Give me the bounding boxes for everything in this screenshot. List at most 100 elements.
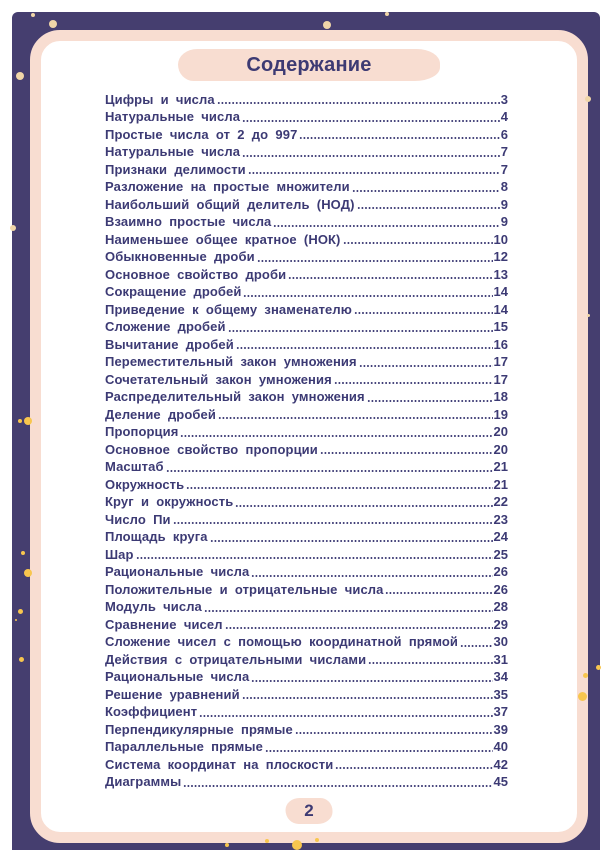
toc-leader-dots xyxy=(358,363,493,368)
toc-entry: Рациональные числа 34 xyxy=(105,668,508,686)
toc-entry-title: Наименьшее общее кратное (НОК) xyxy=(105,231,341,247)
star-dot xyxy=(21,551,25,555)
toc-entry-title: Окружность xyxy=(105,476,185,492)
toc-entry-title: Вычитание дробей xyxy=(105,336,234,352)
toc-entry-page: 28 xyxy=(493,599,508,614)
star-dot xyxy=(16,72,24,80)
toc-entry: Натуральные числа 4 xyxy=(105,108,508,126)
toc-leader-dots xyxy=(273,223,500,228)
toc-entry: Рациональные числа 26 xyxy=(105,563,508,581)
toc-entry: Число Пи 23 xyxy=(105,510,508,528)
star-dot xyxy=(323,21,331,29)
toc-entry: Взаимно простые числа 9 xyxy=(105,213,508,231)
star-dot xyxy=(18,609,23,614)
toc-leader-dots xyxy=(342,241,493,245)
toc-entry-title: Признаки делимости xyxy=(105,161,246,177)
toc-entry-page: 14 xyxy=(493,284,508,299)
toc-leader-dots xyxy=(209,538,493,543)
toc-entry: Распределительный закон умножения 18 xyxy=(105,388,508,406)
toc-leader-dots xyxy=(366,398,493,403)
star-dot xyxy=(24,417,32,425)
star-dot xyxy=(265,839,269,843)
toc-entry: Наибольший общий делитель (НОД) 9 xyxy=(105,195,508,213)
toc-entry-page: 39 xyxy=(493,721,508,737)
star-dot xyxy=(18,419,22,423)
toc-entry-page: 19 xyxy=(493,406,508,422)
toc-entry-page: 17 xyxy=(493,354,508,369)
toc-entry-title: Основное свойство пропорции xyxy=(105,441,318,457)
toc-entry-title: Простые числа от 2 до 997 xyxy=(105,126,298,142)
toc-entry: Масштаб 21 xyxy=(105,458,508,476)
star-dot xyxy=(292,840,302,850)
toc-entry: Сочетательный закон умножения 17 xyxy=(105,370,508,388)
toc-entry-title: Натуральные числа xyxy=(105,144,241,159)
toc-entry-page: 23 xyxy=(493,511,508,527)
toc-entry: Модуль числа 28 xyxy=(105,598,508,616)
toc-entry-page: 12 xyxy=(493,249,508,264)
toc-entry: Простые числа от 2 до 997 6 xyxy=(105,125,508,143)
toc-entry-title: Распределительный закон умножения xyxy=(105,389,365,404)
toc-entry-page: 13 xyxy=(493,266,508,282)
star-dot xyxy=(596,665,601,670)
toc-entry-page: 25 xyxy=(493,546,508,562)
toc-entry-page: 14 xyxy=(493,301,508,317)
toc-entry-page: 37 xyxy=(493,704,508,719)
toc-entry-page: 9 xyxy=(500,196,508,212)
page-title: Содержание xyxy=(246,53,372,76)
star-dot xyxy=(19,657,24,662)
star-dot xyxy=(31,13,35,17)
toc-leader-dots xyxy=(242,118,500,123)
toc-entry-title: Переместительный закон умножения xyxy=(105,354,357,369)
toc-entry-page: 7 xyxy=(500,161,508,177)
toc-leader-dots xyxy=(235,346,493,350)
toc-leader-dots xyxy=(351,188,500,193)
toc-leader-dots xyxy=(460,643,493,648)
toc-entry-title: Параллельные прямые xyxy=(105,739,263,754)
toc-leader-dots xyxy=(256,258,493,263)
toc-entry: Система координат на плоскости 42 xyxy=(105,755,508,773)
toc-entry: Действия с отрицательными числами 31 xyxy=(105,650,508,668)
toc-entry-title: Шар xyxy=(105,546,134,562)
toc-entry: Круг и окружность 22 xyxy=(105,493,508,511)
toc-entry-title: Деление дробей xyxy=(105,406,216,422)
toc-entry: Цифры и числа 3 xyxy=(105,90,508,108)
toc-entry-title: Пропорция xyxy=(105,424,179,439)
toc-entry-title: Сокращение дробей xyxy=(105,284,242,299)
toc-entry: Шар 25 xyxy=(105,545,508,563)
toc-leader-dots xyxy=(333,381,493,385)
toc-leader-dots xyxy=(385,591,493,595)
toc-leader-dots xyxy=(251,573,493,578)
toc-entry-page: 42 xyxy=(493,756,508,772)
toc-entry-page: 20 xyxy=(493,441,508,457)
star-dot xyxy=(583,673,588,678)
toc-entry-page: 4 xyxy=(500,109,508,124)
toc-leader-dots xyxy=(165,468,493,473)
toc-entry: Диаграммы 45 xyxy=(105,773,508,791)
toc-leader-dots xyxy=(368,661,493,665)
toc-leader-dots xyxy=(216,101,500,105)
toc-leader-dots xyxy=(294,731,493,735)
star-dot xyxy=(49,20,57,28)
toc-leader-dots xyxy=(241,696,493,700)
toc-entry-page: 26 xyxy=(493,564,508,579)
toc-leader-dots xyxy=(288,276,493,280)
toc-entry-title: Рациональные числа xyxy=(105,564,250,579)
star-dot xyxy=(315,838,319,842)
toc-leader-dots xyxy=(251,678,493,683)
toc-entry: Сложение чисел с помощью координатной пр… xyxy=(105,633,508,651)
toc-entry-page: 40 xyxy=(493,739,508,754)
toc-entry: Основное свойство пропорции 20 xyxy=(105,440,508,458)
toc-entry: Решение уравнений 35 xyxy=(105,685,508,703)
toc-entry-page: 10 xyxy=(493,231,508,247)
toc-entry-title: Перпендикулярные прямые xyxy=(105,721,293,737)
toc-entry-title: Диаграммы xyxy=(105,774,182,789)
toc-entry: Признаки делимости 7 xyxy=(105,160,508,178)
toc-entry-page: 35 xyxy=(493,686,508,702)
star-dot xyxy=(578,692,587,701)
toc-entry-title: Обыкновенные дроби xyxy=(105,249,255,264)
toc-leader-dots xyxy=(224,626,493,630)
toc-entry-page: 6 xyxy=(500,126,508,142)
toc-entry-page: 9 xyxy=(500,214,508,229)
toc-entry-page: 21 xyxy=(493,459,508,474)
